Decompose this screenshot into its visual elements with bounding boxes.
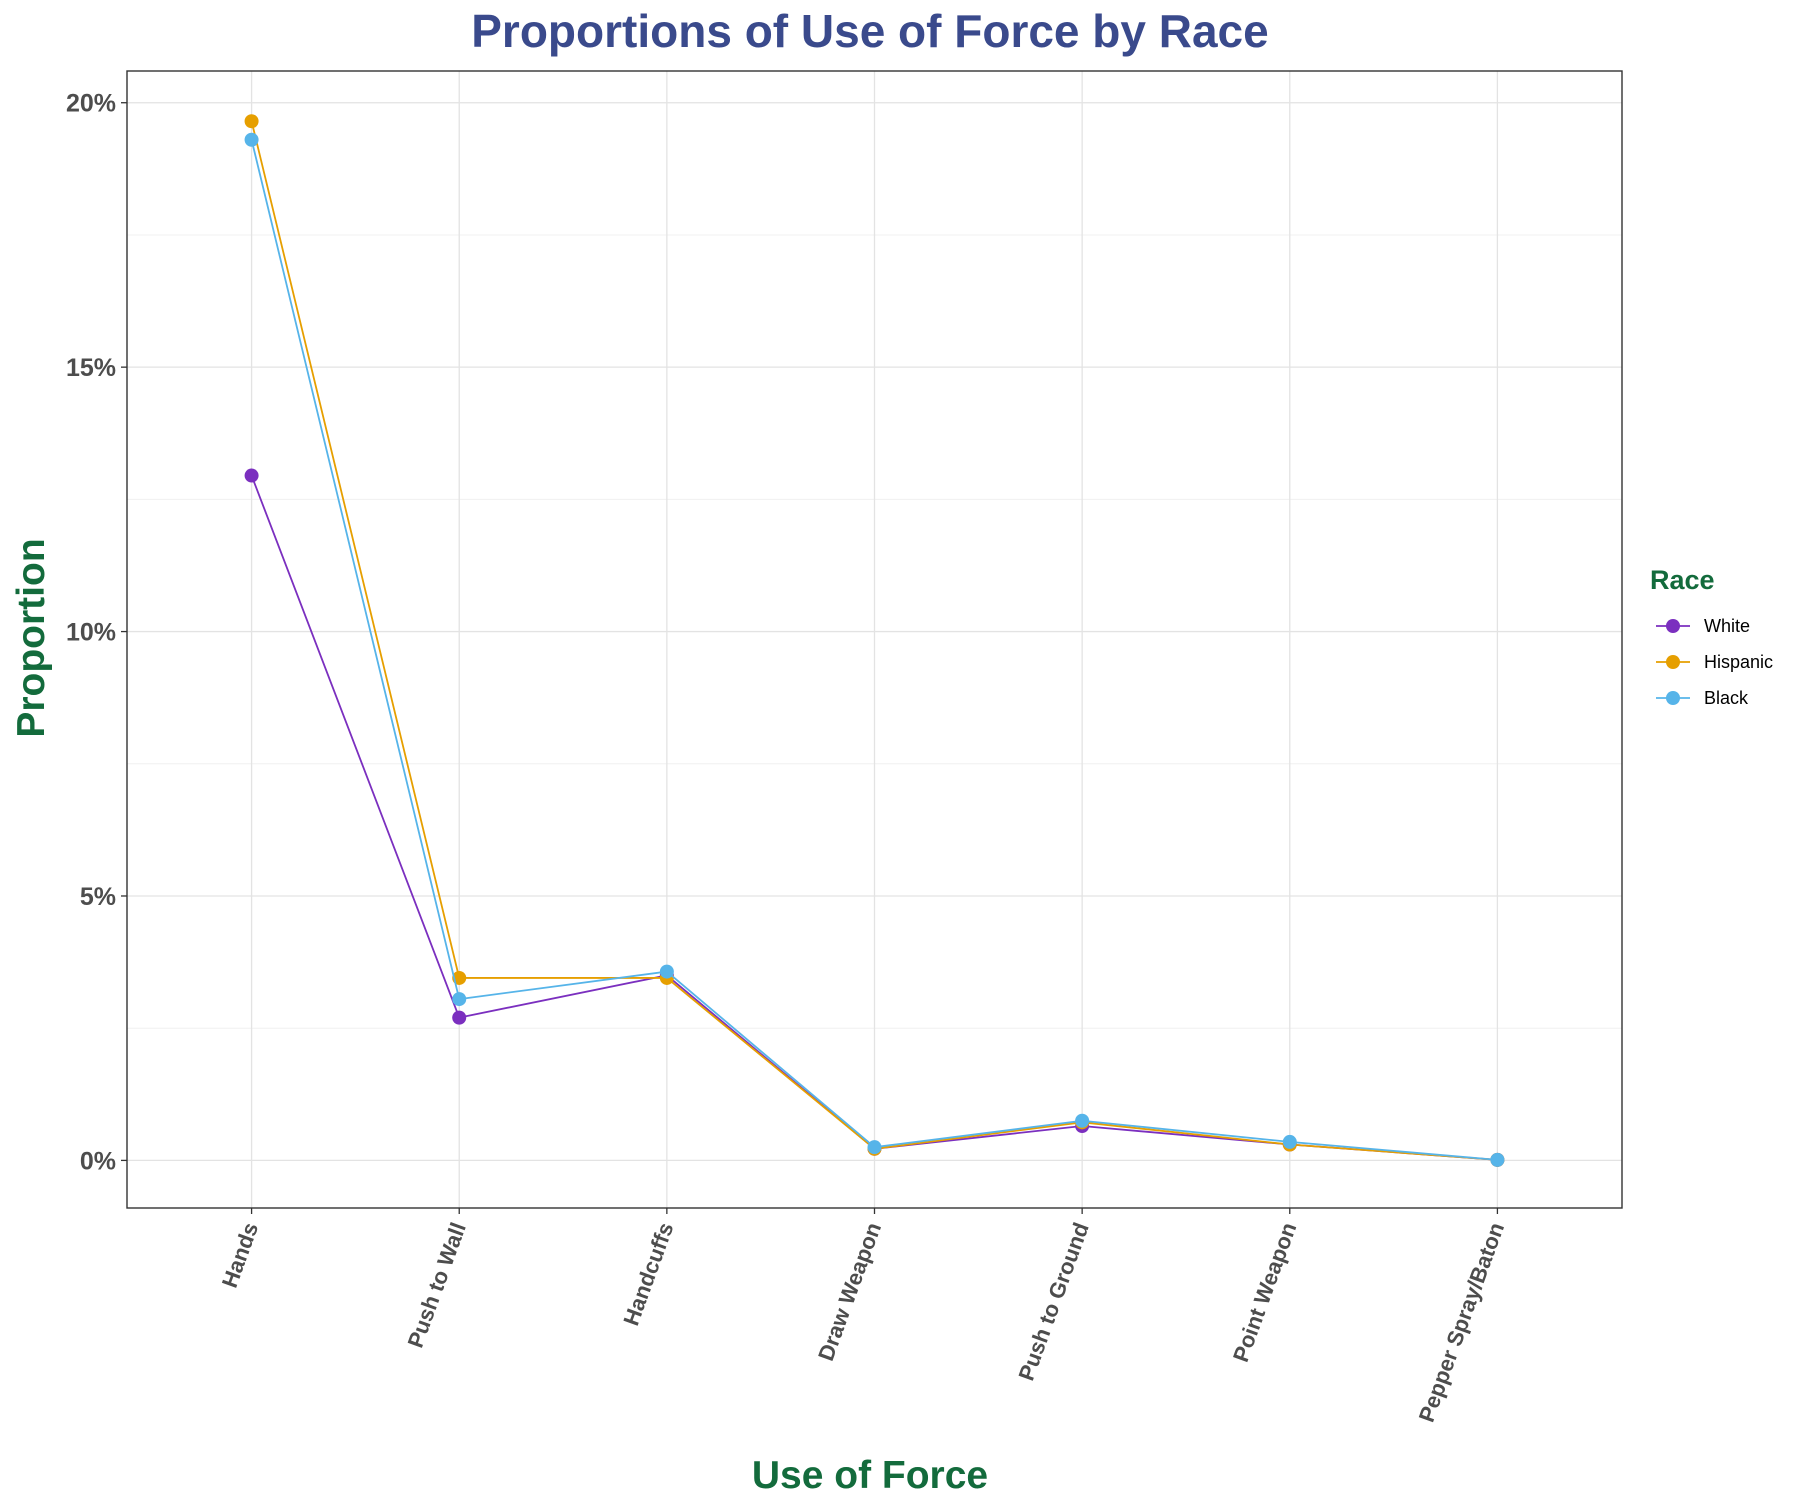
x-tick-label: Point Weapon bbox=[1228, 1219, 1302, 1365]
data-point-black bbox=[659, 964, 674, 979]
x-tick-label: Push to Wall bbox=[403, 1219, 471, 1351]
y-tick-label: 15% bbox=[66, 354, 116, 382]
x-tick-label: Hands bbox=[217, 1219, 263, 1291]
legend: Race White Hispanic Black bbox=[1650, 565, 1773, 708]
y-tick-label: 10% bbox=[66, 619, 116, 647]
data-point-black bbox=[1490, 1152, 1505, 1167]
legend-title: Race bbox=[1650, 565, 1715, 595]
legend-key-point bbox=[1666, 619, 1680, 633]
y-tick-label: 20% bbox=[66, 90, 116, 118]
major-gridlines bbox=[127, 71, 1622, 1208]
data-point-black bbox=[244, 132, 259, 147]
legend-label-white: White bbox=[1704, 616, 1750, 636]
y-tick-label: 0% bbox=[80, 1147, 116, 1175]
x-tick-label: Draw Weapon bbox=[813, 1219, 886, 1364]
legend-label-black: Black bbox=[1704, 688, 1749, 708]
data-point-black bbox=[1282, 1134, 1297, 1149]
x-axis: Hands Push to Wall Handcuffs Draw Weapon Pus… bbox=[217, 1208, 1509, 1425]
y-tick-label: 5% bbox=[80, 883, 116, 911]
chart-title: Proportions of Use of Force by Race bbox=[471, 5, 1268, 57]
x-tick-label: Push to Ground bbox=[1014, 1219, 1094, 1384]
series-layer bbox=[244, 114, 1505, 1167]
data-point-white bbox=[244, 468, 259, 483]
y-axis-title: Proportion bbox=[10, 538, 53, 737]
data-point-hispanic bbox=[244, 114, 259, 129]
data-point-black bbox=[452, 992, 467, 1007]
legend-item-hispanic: Hispanic bbox=[1656, 652, 1773, 672]
legend-item-black: Black bbox=[1656, 688, 1749, 708]
x-tick-label: Handcuffs bbox=[618, 1219, 678, 1329]
x-tick-label: Pepper Spray/Baton bbox=[1414, 1219, 1509, 1425]
y-axis: 0% 5% 10% 15% 20% bbox=[66, 90, 127, 1175]
legend-key-point bbox=[1666, 655, 1680, 669]
x-axis-title: Use of Force bbox=[752, 1454, 988, 1497]
legend-item-white: White bbox=[1656, 616, 1750, 636]
data-point-white bbox=[452, 1010, 467, 1025]
data-point-black bbox=[867, 1140, 882, 1155]
legend-label-hispanic: Hispanic bbox=[1704, 652, 1773, 672]
data-point-black bbox=[1075, 1113, 1090, 1128]
legend-key-point bbox=[1666, 691, 1680, 705]
